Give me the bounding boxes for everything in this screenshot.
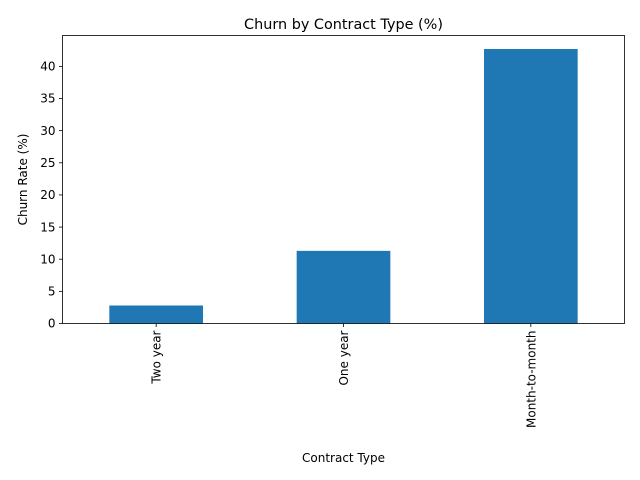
x-tick-label: One year: [337, 330, 351, 385]
bar: [296, 250, 391, 324]
y-tick-label: 0: [48, 317, 56, 331]
y-tick-label: 30: [40, 124, 55, 138]
x-tick-label: Two year: [150, 330, 164, 384]
x-axis: Two year One year Month-to-month: [150, 323, 538, 429]
y-tick-label: 40: [40, 60, 55, 74]
bar: [484, 49, 578, 324]
bars-group: [109, 49, 578, 324]
bar: [109, 305, 203, 324]
y-tick-label: 10: [40, 252, 55, 266]
y-tick-label: 20: [40, 188, 55, 202]
x-axis-label: Contract Type: [302, 451, 385, 465]
chart-title: Churn by Contract Type (%): [244, 17, 443, 33]
plot-frame: [62, 35, 625, 324]
y-tick-label: 35: [40, 92, 55, 106]
y-tick-label: 15: [40, 220, 55, 234]
y-axis-label: Churn Rate (%): [16, 134, 30, 226]
y-tick-label: 5: [48, 285, 56, 299]
y-tick-label: 25: [40, 156, 55, 170]
x-tick-label: Month-to-month: [524, 331, 538, 429]
y-axis: 0 5 10 15 20 25 30 35 40: [40, 60, 63, 331]
